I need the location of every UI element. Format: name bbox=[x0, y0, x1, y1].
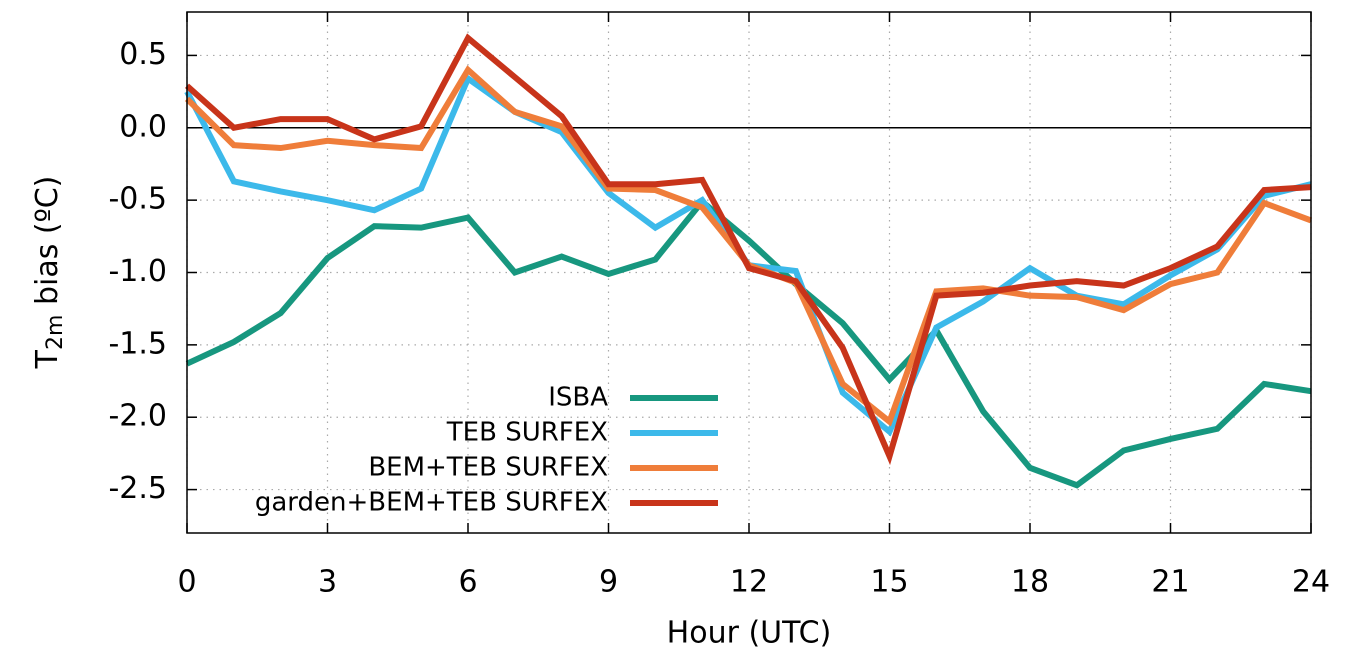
x-tick-label: 6 bbox=[458, 565, 477, 600]
legend-label: BEM+TEB SURFEX bbox=[368, 453, 608, 483]
x-tick-label: 15 bbox=[870, 565, 908, 600]
y-tick-label: -2.0 bbox=[108, 399, 167, 434]
y-tick-label: 0.0 bbox=[119, 109, 167, 144]
legend-label: garden+BEM+TEB SURFEX bbox=[255, 488, 608, 518]
y-tick-label: -1.5 bbox=[108, 326, 167, 361]
y-tick-label: -0.5 bbox=[108, 182, 167, 217]
x-tick-label: 3 bbox=[318, 565, 337, 600]
x-tick-label: 9 bbox=[599, 565, 618, 600]
legend-label: TEB SURFEX bbox=[446, 418, 608, 448]
plot-frame bbox=[186, 11, 1312, 534]
legend-label: ISBA bbox=[548, 383, 608, 413]
x-tick-label: 12 bbox=[730, 565, 768, 600]
x-tick-label: 24 bbox=[1292, 565, 1330, 600]
y-tick-label: 0.5 bbox=[119, 37, 167, 72]
y-tick-label: -2.5 bbox=[108, 471, 167, 506]
series-line bbox=[185, 197, 1312, 489]
series-line bbox=[184, 33, 1312, 466]
x-tick-label: 18 bbox=[1011, 565, 1049, 600]
y-tick-label: -1.0 bbox=[108, 254, 167, 289]
y-axis-label: T2m bias (ºC) bbox=[30, 176, 69, 370]
x-axis-label: Hour (UTC) bbox=[667, 616, 832, 651]
x-tick-label: 0 bbox=[177, 565, 196, 600]
x-tick-label: 21 bbox=[1151, 565, 1189, 600]
